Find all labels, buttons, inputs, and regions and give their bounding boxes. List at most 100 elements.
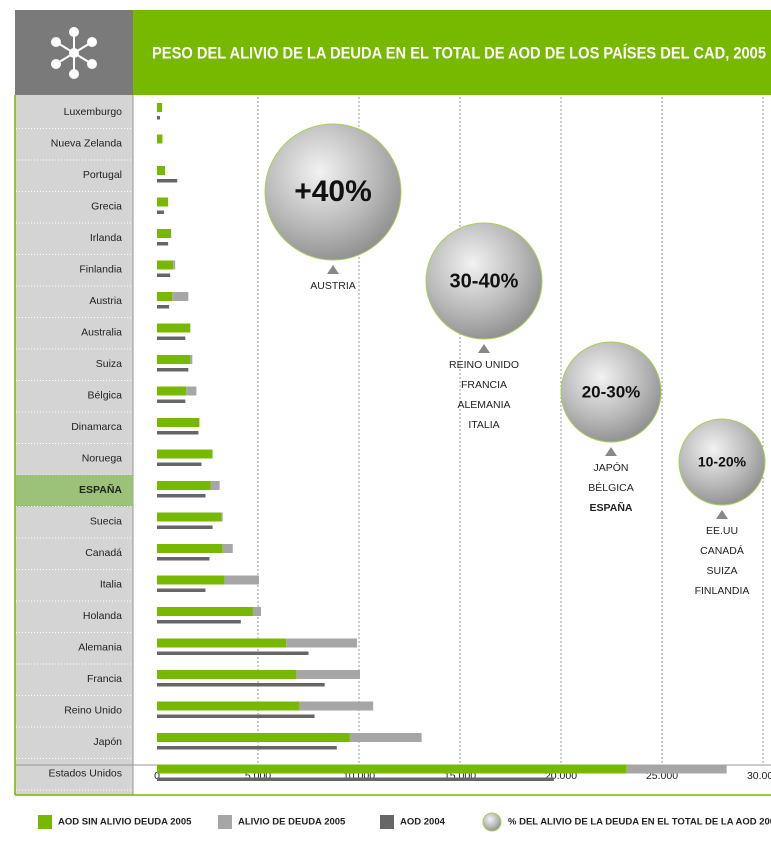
legend-bubble	[483, 813, 501, 831]
bar-2004	[157, 589, 205, 593]
bubble-pointer	[327, 265, 339, 274]
bubble-country: ITALIA	[468, 419, 499, 431]
bar	[157, 513, 222, 522]
bar	[627, 765, 727, 774]
bar-2004	[157, 368, 188, 372]
bar	[157, 135, 162, 144]
bar	[157, 355, 190, 364]
category-label: ESPAÑA	[79, 483, 122, 496]
bubble-country: CANADÁ	[700, 544, 744, 557]
bar	[157, 166, 165, 175]
bar	[157, 670, 296, 679]
bubble-country: ALEMANIA	[457, 399, 510, 411]
bar	[225, 576, 259, 585]
bubble-pointer	[478, 344, 490, 353]
bar-2004	[157, 494, 205, 498]
bubble-pointer	[605, 447, 617, 456]
bar-2004	[157, 400, 185, 404]
bar-2004	[157, 620, 241, 624]
bar	[190, 355, 192, 364]
bubble-country: AUSTRIA	[310, 280, 356, 292]
bar	[286, 639, 357, 648]
bar	[157, 607, 253, 616]
bar-2004	[157, 211, 164, 215]
bubble-country: FINLANDIA	[695, 585, 750, 597]
bubble-country: ESPAÑA	[590, 501, 633, 514]
category-label: Dinamarca	[71, 421, 122, 433]
bar	[157, 324, 190, 333]
bar	[157, 481, 211, 490]
bar-2004	[157, 116, 160, 120]
bar	[157, 450, 213, 459]
bar-2004	[157, 463, 201, 467]
bar	[157, 103, 162, 112]
category-label: Portugal	[83, 169, 122, 181]
bar-2004	[157, 274, 170, 278]
category-label: Italia	[100, 578, 122, 590]
bubble-country: REINO UNIDO	[449, 359, 519, 371]
bar	[157, 544, 223, 553]
bar	[211, 481, 220, 490]
bar	[173, 261, 175, 270]
category-label: Bélgica	[88, 389, 123, 401]
legend-label: % DEL ALIVIO DE LA DEUDA EN EL TOTAL DE …	[508, 817, 771, 828]
category-label: Finlandia	[79, 263, 122, 275]
category-label: Reino Unido	[64, 704, 122, 716]
bar-2004	[157, 557, 210, 561]
bar	[157, 576, 225, 585]
category-label: Australia	[81, 326, 122, 338]
category-label: Holanda	[83, 610, 122, 622]
category-label: Austria	[89, 295, 122, 307]
bar	[222, 513, 223, 522]
bar-2004	[157, 778, 554, 782]
bar	[157, 418, 199, 427]
bar	[157, 765, 627, 774]
legend-label: AOD SIN ALIVIO DEUDA 2005	[58, 817, 192, 828]
bar	[157, 702, 299, 711]
bar	[157, 733, 350, 742]
bubble-label: 20-30%	[582, 382, 641, 401]
category-label: Grecia	[91, 200, 122, 212]
bar	[157, 198, 168, 207]
category-label: Luxemburgo	[64, 106, 123, 118]
bubble-country: JAPÓN	[593, 461, 628, 474]
bubble-pointer	[716, 510, 728, 519]
category-label: Suecia	[90, 515, 122, 527]
legend-swatch	[218, 815, 232, 829]
bar-2004	[157, 431, 198, 435]
bubble-label: +40%	[294, 175, 372, 208]
bar	[157, 261, 173, 270]
category-label: Estados Unidos	[48, 767, 122, 779]
bar-2004	[157, 179, 177, 183]
bar	[172, 292, 188, 301]
bar-2004	[157, 526, 213, 530]
bubble-label: 10-20%	[698, 454, 747, 470]
bar-2004	[157, 683, 325, 687]
category-label: Noruega	[82, 452, 122, 464]
legend-label: ALIVIO DE DEUDA 2005	[238, 817, 346, 828]
x-tick-label: 30.000	[747, 770, 771, 782]
legend-swatch	[380, 815, 394, 829]
bar-2004	[157, 337, 185, 341]
bar	[253, 607, 261, 616]
chart: PESO DEL ALIVIO DE LA DEUDA EN EL TOTAL …	[0, 0, 771, 846]
bar-2004	[157, 652, 309, 656]
bar-2004	[157, 746, 337, 750]
bar	[223, 544, 233, 553]
bubble-country: BÉLGICA	[588, 481, 634, 494]
category-label: Suiza	[96, 358, 122, 370]
category-label: Nueva Zelanda	[51, 137, 122, 149]
bubble-label: 30-40%	[450, 270, 519, 292]
chart-title: PESO DEL ALIVIO DE LA DEUDA EN EL TOTAL …	[152, 43, 766, 62]
bar-2004	[157, 305, 169, 309]
bubble-country: EE.UU	[706, 525, 738, 537]
bubble-country: SUIZA	[707, 565, 738, 577]
category-label: Japón	[93, 736, 122, 748]
bar	[299, 702, 373, 711]
category-label: Canadá	[85, 547, 122, 559]
legend-swatch	[38, 815, 52, 829]
legend-label: AOD 2004	[400, 817, 446, 828]
bar-2004	[157, 715, 315, 719]
category-label: Irlanda	[90, 232, 122, 244]
bar	[157, 292, 172, 301]
